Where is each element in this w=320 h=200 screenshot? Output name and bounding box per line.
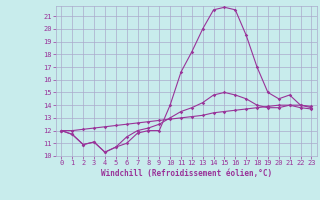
X-axis label: Windchill (Refroidissement éolien,°C): Windchill (Refroidissement éolien,°C) [101, 169, 272, 178]
